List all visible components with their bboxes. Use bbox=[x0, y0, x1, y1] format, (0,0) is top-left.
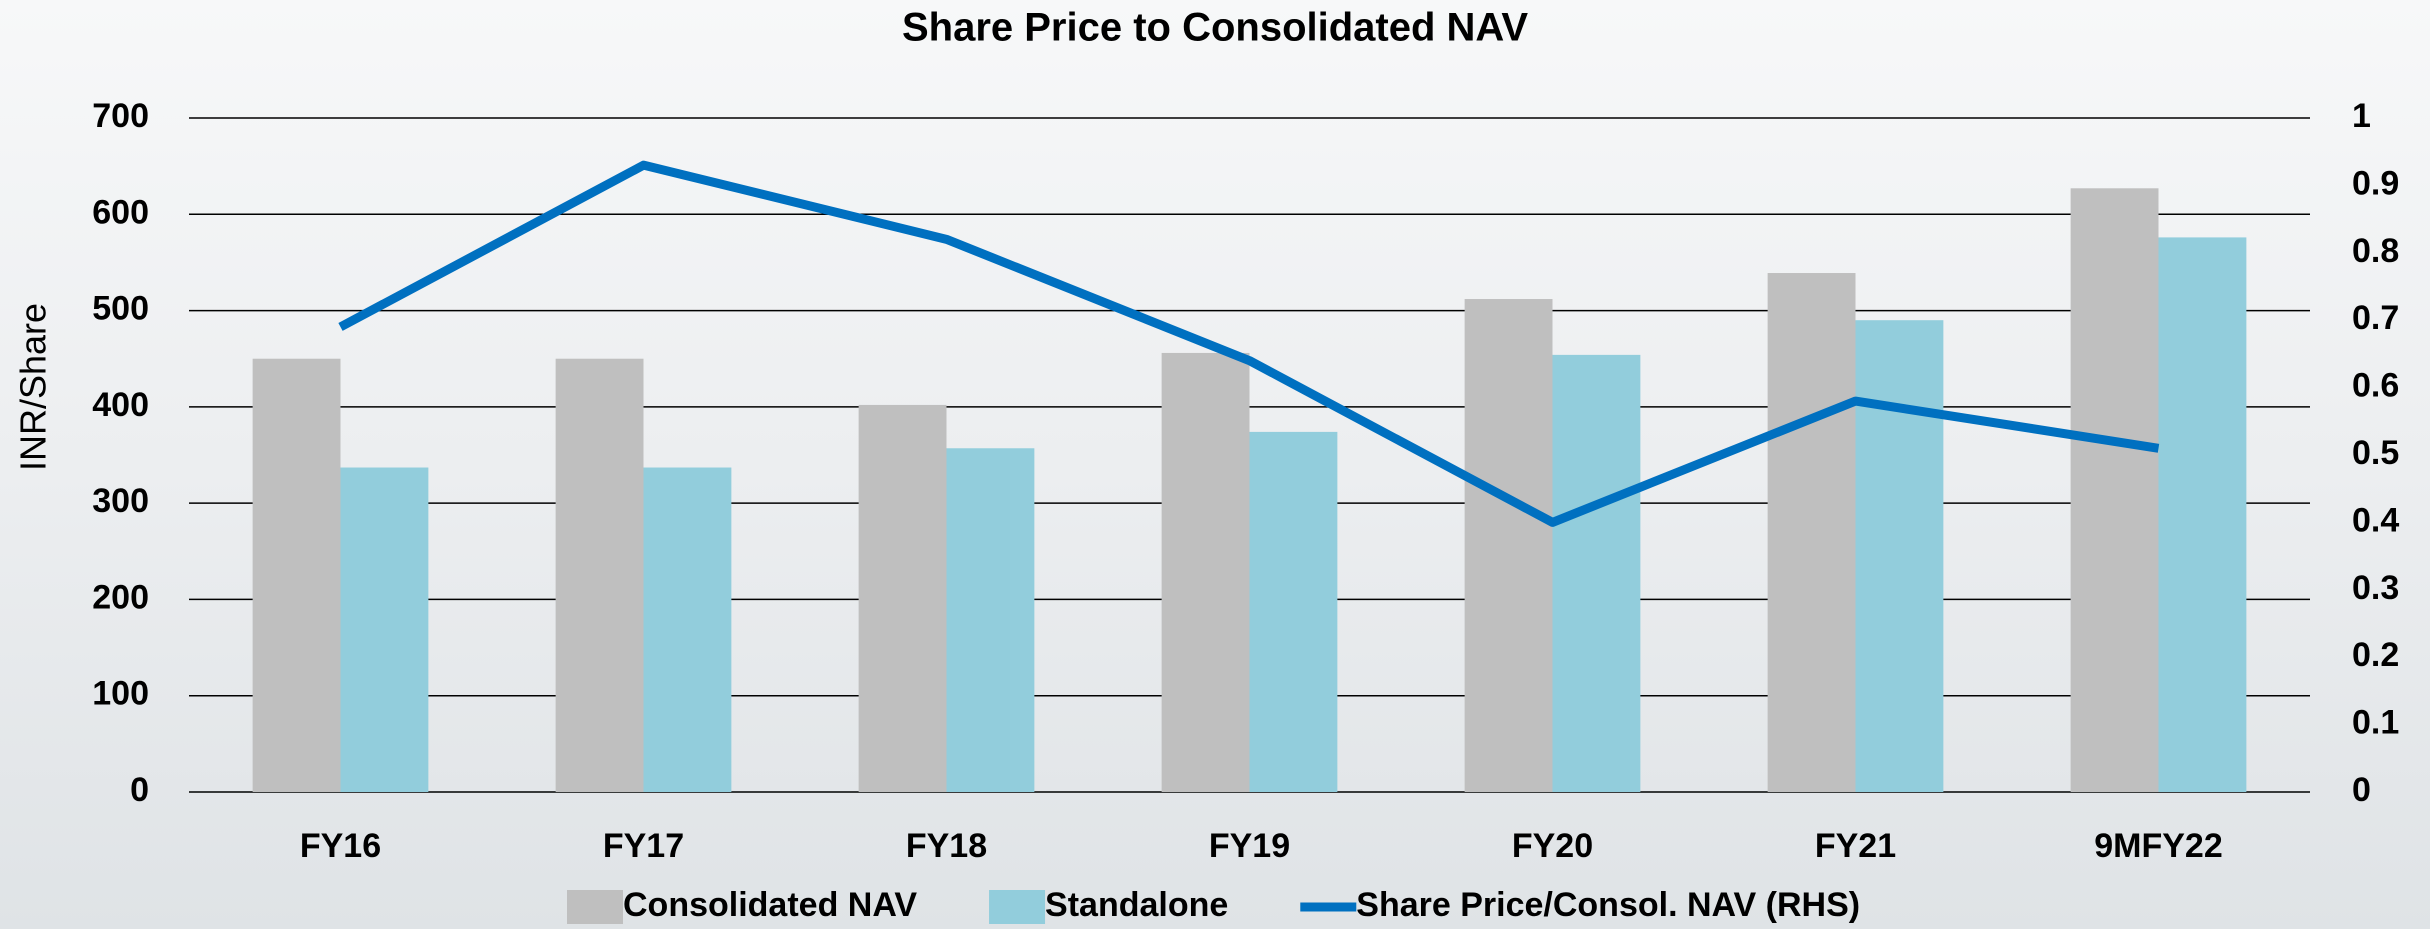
chart: Share Price to Consolidated NAV INR/Shar… bbox=[0, 0, 2430, 929]
legend-label: Consolidated NAV bbox=[623, 886, 917, 924]
legend-swatch bbox=[567, 890, 623, 924]
page: {"chart_data": {"type": "bar", "title": … bbox=[0, 0, 2430, 929]
y2-tick-label: 0.4 bbox=[2352, 501, 2399, 539]
bar bbox=[947, 448, 1035, 792]
bar bbox=[644, 468, 732, 792]
legend-label: Share Price/Consol. NAV (RHS) bbox=[1356, 886, 1860, 924]
x-tick-label: FY18 bbox=[906, 827, 987, 865]
legend-swatch bbox=[989, 890, 1045, 924]
x-tick-label: FY16 bbox=[300, 827, 381, 865]
y-tick-label: 500 bbox=[92, 290, 149, 328]
y-tick-label: 400 bbox=[92, 386, 149, 424]
y2-tick-label: 0.8 bbox=[2352, 232, 2399, 270]
x-tick-label: FY19 bbox=[1209, 827, 1290, 865]
y2-tick-label: 0.2 bbox=[2352, 636, 2399, 674]
x-tick-label: 9MFY22 bbox=[2094, 827, 2223, 865]
y-tick-label: 200 bbox=[92, 578, 149, 616]
bar bbox=[2159, 237, 2247, 792]
y2-tick-label: 0.9 bbox=[2352, 164, 2399, 202]
y-tick-label: 0 bbox=[130, 771, 149, 809]
bar bbox=[1856, 320, 1944, 792]
y-tick-label: 300 bbox=[92, 482, 149, 520]
bar bbox=[859, 405, 947, 792]
y-axis-label: INR/Share bbox=[13, 303, 54, 471]
legend-label: Standalone bbox=[1045, 886, 1228, 924]
x-tick-label: FY20 bbox=[1512, 827, 1593, 865]
x-tick-label: FY21 bbox=[1815, 827, 1896, 865]
x-tick-label: FY17 bbox=[603, 827, 684, 865]
y2-tick-label: 0.7 bbox=[2352, 299, 2399, 337]
bar bbox=[556, 359, 644, 792]
bar bbox=[1465, 299, 1553, 792]
bar bbox=[1250, 432, 1338, 792]
bar bbox=[2071, 188, 2159, 792]
y2-tick-label: 0.5 bbox=[2352, 434, 2399, 472]
y-tick-label: 700 bbox=[92, 97, 149, 135]
y2-tick-label: 0.1 bbox=[2352, 704, 2399, 742]
y2-tick-label: 0 bbox=[2352, 771, 2371, 809]
bar bbox=[253, 359, 341, 792]
bar bbox=[341, 468, 429, 792]
y2-tick-label: 0.3 bbox=[2352, 569, 2399, 607]
bar bbox=[1553, 355, 1641, 792]
y2-tick-label: 1 bbox=[2352, 97, 2371, 135]
bar bbox=[1162, 353, 1250, 792]
bar bbox=[1768, 273, 1856, 792]
y-tick-label: 600 bbox=[92, 193, 149, 231]
chart-title: Share Price to Consolidated NAV bbox=[902, 6, 1528, 50]
y-tick-label: 100 bbox=[92, 675, 149, 713]
y2-tick-label: 0.6 bbox=[2352, 367, 2399, 405]
